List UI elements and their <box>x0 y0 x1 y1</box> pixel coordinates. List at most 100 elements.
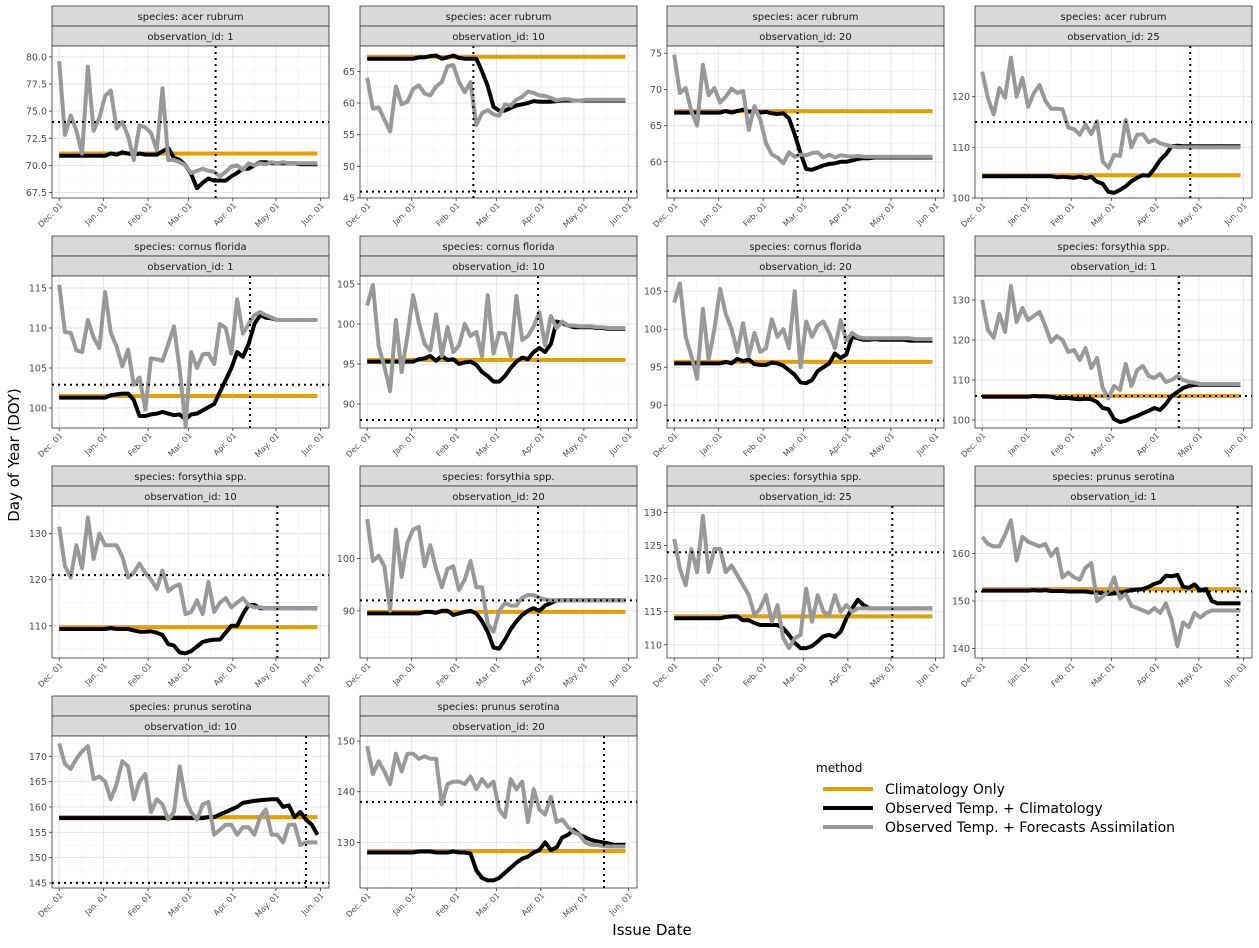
y-tick-label: 60 <box>343 99 355 110</box>
plot-background <box>975 276 1252 428</box>
panel-border <box>666 505 945 659</box>
series-line <box>365 63 626 134</box>
x-tick-label: Dec. 01 <box>344 661 372 689</box>
y-tick-label: 130 <box>952 296 970 307</box>
y-tick-label: 65 <box>343 67 355 78</box>
x-tick-label: Feb. 01 <box>434 431 461 458</box>
x-tick-label: Dec. 01 <box>344 201 372 229</box>
panel-border <box>666 275 945 429</box>
y-tick-label: 80.0 <box>26 52 47 63</box>
plot-background <box>360 506 637 658</box>
y-tick-label: 70 <box>650 85 662 96</box>
series-line <box>57 284 318 428</box>
facet-panel: species: forsythia spp. observation_id: 1… <box>29 465 330 689</box>
y-tick-label: 77.5 <box>26 80 47 91</box>
x-tick-label: Feb. 01 <box>741 431 768 458</box>
x-tick-label: Feb. 01 <box>1049 661 1076 688</box>
x-tick-label: Jan. 01 <box>82 201 109 228</box>
y-tick-label: 100 <box>952 416 970 427</box>
facet-strip-species-label: species: cornus florida <box>749 242 861 253</box>
series-line <box>365 282 626 394</box>
y-tick-label: 100 <box>644 325 662 336</box>
x-tick-label: May. 01 <box>561 891 589 919</box>
x-tick-label: Apr. 01 <box>1135 431 1161 457</box>
facet-strip-species-label: species: acer rubrum <box>753 12 859 23</box>
x-tick-label: Apr. 01 <box>827 201 853 227</box>
facet-panel: species: forsythia spp. observation_id: 2… <box>337 465 638 689</box>
panel-border <box>974 45 1253 199</box>
facet-strip-species-label: species: acer rubrum <box>446 12 552 23</box>
x-tick-label: Apr. 01 <box>520 661 546 687</box>
series-line <box>672 513 933 651</box>
y-tick-label: 65 <box>650 121 662 132</box>
plot-background <box>667 46 944 198</box>
x-tick-label: Jan. 01 <box>82 891 109 918</box>
y-tick-label: 45 <box>343 194 355 205</box>
x-tick-label: Mar. 01 <box>474 661 501 688</box>
facet-strip-observation-label: observation_id: 10 <box>144 492 237 503</box>
y-tick-label: 110 <box>952 376 970 387</box>
facet-panel: species: cornus florida observation_id: 2… <box>644 235 945 459</box>
y-tick-label: 90 <box>343 606 355 617</box>
plot-background <box>360 46 637 198</box>
series-line <box>980 518 1241 649</box>
facet-strip-observation-label: observation_id: 20 <box>759 32 852 43</box>
y-tick-label: 110 <box>644 640 662 651</box>
x-tick-label: Apr. 01 <box>212 201 238 227</box>
x-tick-label: Apr. 01 <box>520 431 546 457</box>
y-tick-label: 115 <box>644 607 662 618</box>
plot-background <box>667 506 944 658</box>
x-tick-label: Jan. 01 <box>390 431 417 458</box>
y-tick-label: 160 <box>29 802 47 813</box>
x-tick-label: Jan. 01 <box>1005 431 1032 458</box>
x-tick-label: Jun. 01 <box>914 431 941 458</box>
x-tick-label: Jan. 01 <box>697 661 724 688</box>
x-tick-label: Jan. 01 <box>1005 661 1032 688</box>
facet-panel: species: acer rubrum observation_id: 20 60… <box>650 5 945 229</box>
series-line <box>672 54 933 166</box>
x-tick-label: Dec. 01 <box>651 661 679 689</box>
x-tick-label: Jan. 01 <box>390 891 417 918</box>
x-tick-label: Dec. 01 <box>651 201 679 229</box>
x-tick-label: Feb. 01 <box>126 201 153 228</box>
series-line <box>57 515 318 617</box>
plot-background <box>360 736 637 888</box>
facet-strip-species-label: species: prunus serotina <box>1052 472 1174 483</box>
facet-strip-observation-label: observation_id: 25 <box>759 492 852 503</box>
x-tick-label: May. 01 <box>561 201 589 229</box>
facet-strip-species-label: species: forsythia spp. <box>1057 242 1169 253</box>
x-axis-title: Issue Date <box>612 921 691 939</box>
series-line <box>57 61 318 179</box>
x-tick-label: Apr. 01 <box>212 431 238 457</box>
facet-strip-observation-label: observation_id: 1 <box>147 262 233 273</box>
panel-border <box>359 275 638 429</box>
y-tick-label: 120 <box>644 574 662 585</box>
panel-border <box>359 505 638 659</box>
legend-title: method <box>816 761 862 775</box>
x-tick-label: May. 01 <box>561 431 589 459</box>
facet-panel: species: forsythia spp. observation_id: 1… <box>952 235 1253 459</box>
x-tick-label: Jun. 01 <box>607 661 634 688</box>
y-tick-label: 70.0 <box>26 161 47 172</box>
y-tick-label: 165 <box>29 777 47 788</box>
y-tick-label: 95 <box>650 363 662 374</box>
x-tick-label: Jun. 01 <box>299 201 326 228</box>
facet-strip-observation-label: observation_id: 1 <box>147 32 233 43</box>
x-tick-label: Jun. 01 <box>607 891 634 918</box>
y-tick-label: 100 <box>337 554 355 565</box>
x-tick-label: May. 01 <box>253 891 281 919</box>
facet-panel: species: prunus serotina observation_id: … <box>337 695 638 919</box>
y-tick-label: 50 <box>343 162 355 173</box>
y-tick-label: 160 <box>952 549 970 560</box>
x-tick-label: May. 01 <box>1176 431 1204 459</box>
y-tick-label: 130 <box>337 838 355 849</box>
x-tick-label: Dec. 01 <box>344 891 372 919</box>
x-tick-label: Mar. 01 <box>781 661 808 688</box>
y-tick-label: 90 <box>650 401 662 412</box>
facet-strip-species-label: species: cornus florida <box>134 242 246 253</box>
x-tick-label: Jun. 01 <box>607 201 634 228</box>
facet-strip-observation-label: observation_id: 10 <box>452 32 545 43</box>
x-tick-label: Feb. 01 <box>126 891 153 918</box>
x-tick-label: Feb. 01 <box>434 201 461 228</box>
y-tick-label: 120 <box>952 336 970 347</box>
